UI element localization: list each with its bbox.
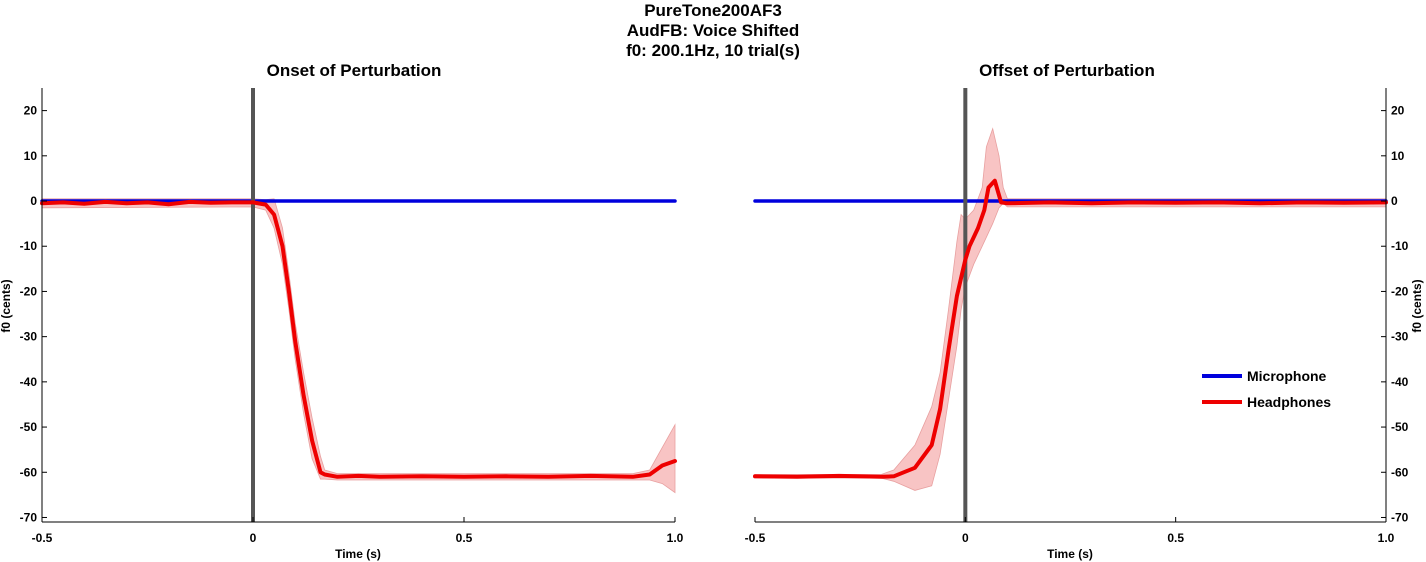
legend-label-microphone: Microphone <box>1247 368 1327 384</box>
onset-x-tick-label: 0 <box>250 531 257 545</box>
offset-panel: Offset of Perturbation 20 10 0 -10 -20 -30 -40… <box>745 61 1424 561</box>
offset-axes <box>755 88 1387 523</box>
offset-y-tick-label: -60 <box>1391 465 1409 479</box>
offset-x-tick-label: -0.5 <box>745 531 766 545</box>
onset-panel-title: Onset of Perturbation <box>267 61 442 80</box>
offset-headphones-line <box>753 178 1388 479</box>
offset-headphones-band <box>754 127 1387 491</box>
onset-x-tick-label: 0.5 <box>456 531 473 545</box>
onset-y-tick-label: -20 <box>20 284 38 298</box>
offset-y-tick-label: 20 <box>1391 104 1405 118</box>
offset-headphones-layer <box>753 178 1388 479</box>
onset-x-ticks: -0.5 0 0.5 1.0 <box>32 517 684 545</box>
offset-y-tick-label: -40 <box>1391 375 1409 389</box>
onset-axes <box>41 88 675 523</box>
onset-y-tick-label: -60 <box>20 465 38 479</box>
onset-headphones-band <box>41 198 676 494</box>
onset-y-tick-label: -70 <box>20 510 38 524</box>
offset-panel-title: Offset of Perturbation <box>979 61 1155 80</box>
legend: Microphone Headphones <box>1202 368 1331 410</box>
onset-y-ticks: 20 10 0 -10 -20 -30 -40 -50 -60 -70 <box>20 104 47 524</box>
onset-y-tick-label: 0 <box>30 194 37 208</box>
onset-y-tick-label: -30 <box>20 330 38 344</box>
onset-y-tick-label: 10 <box>24 149 38 163</box>
onset-y-tick-label: -40 <box>20 375 38 389</box>
offset-x-ticks: -0.5 0 0.5 1.0 <box>745 517 1395 545</box>
figure-title-line-3: f0: 200.1Hz, 10 trial(s) <box>626 41 800 60</box>
offset-y-tick-label: -20 <box>1391 284 1409 298</box>
offset-y-ticks: 20 10 0 -10 -20 -30 -40 -50 -60 -70 <box>1381 104 1409 524</box>
onset-y-tick-label: 20 <box>24 104 38 118</box>
offset-y-tick-label: -70 <box>1391 510 1409 524</box>
offset-x-tick-label: 1.0 <box>1378 531 1395 545</box>
offset-y-tick-label: -30 <box>1391 330 1409 344</box>
offset-y-tick-label: 0 <box>1391 194 1398 208</box>
onset-x-axis-label: Time (s) <box>335 547 381 561</box>
onset-x-tick-label: 1.0 <box>667 531 684 545</box>
onset-band-layer <box>41 198 676 494</box>
figure-title: PureTone200AF3 AudFB: Voice Shifted f0: … <box>626 1 800 60</box>
offset-y-tick-label: 10 <box>1391 149 1405 163</box>
offset-y-axis-label: f0 (cents) <box>1410 279 1424 332</box>
onset-y-axis-label: f0 (cents) <box>0 279 13 332</box>
offset-x-tick-label: 0 <box>962 531 969 545</box>
offset-x-tick-label: 0.5 <box>1167 531 1184 545</box>
offset-band-layer <box>754 127 1387 491</box>
offset-y-tick-label: -50 <box>1391 420 1409 434</box>
figure-title-line-1: PureTone200AF3 <box>644 1 782 20</box>
legend-label-headphones: Headphones <box>1247 394 1331 410</box>
figure-title-line-2: AudFB: Voice Shifted <box>627 21 800 40</box>
onset-y-tick-label: -10 <box>20 239 38 253</box>
onset-panel: Onset of Perturbation 20 10 0 -10 -20 -30 -40 -… <box>0 61 684 561</box>
onset-y-tick-label: -50 <box>20 420 38 434</box>
offset-x-axis-label: Time (s) <box>1047 547 1093 561</box>
onset-headphones-layer <box>40 199 677 479</box>
onset-x-tick-label: -0.5 <box>32 531 53 545</box>
offset-y-tick-label: -10 <box>1391 239 1409 253</box>
onset-headphones-line <box>40 199 677 479</box>
